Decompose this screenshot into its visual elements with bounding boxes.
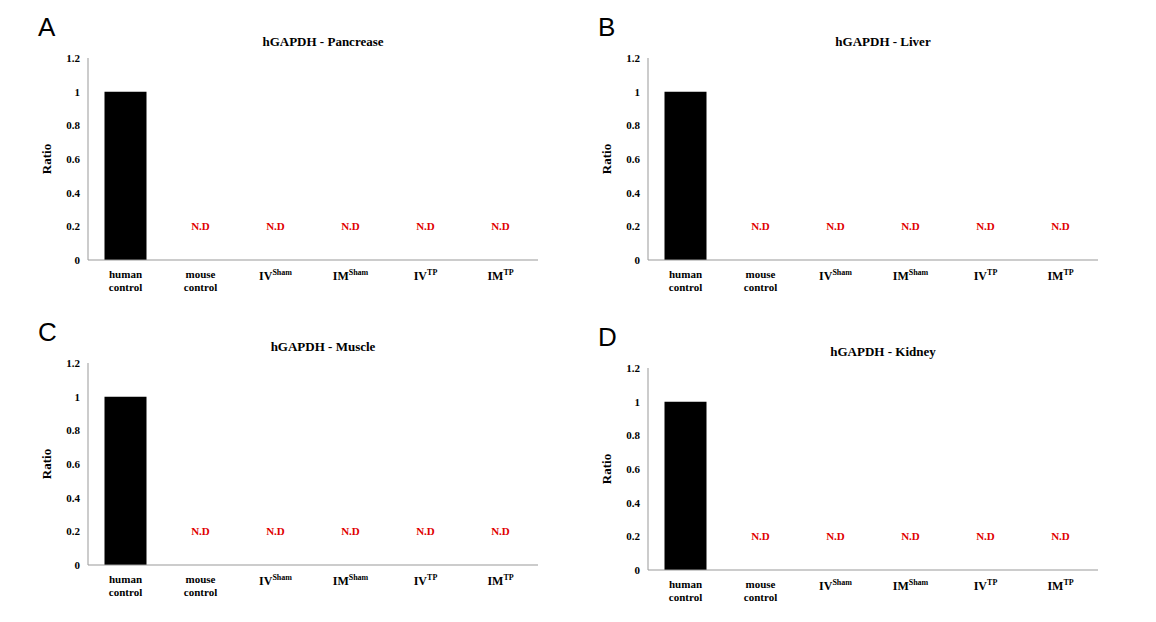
svg-text:Ratio: Ratio	[39, 449, 54, 479]
svg-text:mousecontrol: mousecontrol	[184, 268, 217, 293]
svg-text:N.D: N.D	[751, 530, 770, 542]
svg-text:0.6: 0.6	[66, 153, 80, 165]
svg-text:mousecontrol: mousecontrol	[184, 573, 217, 598]
svg-text:N.D: N.D	[901, 530, 920, 542]
svg-text:0.2: 0.2	[626, 530, 640, 542]
svg-text:0: 0	[635, 564, 641, 576]
svg-text:N.D: N.D	[1051, 220, 1070, 232]
svg-text:0.6: 0.6	[66, 458, 80, 470]
svg-text:humancontrol: humancontrol	[669, 268, 702, 293]
html-text:hGAPDH - Kidney: hGAPDH - Kidney	[830, 344, 936, 359]
svg-text:N.D: N.D	[976, 530, 995, 542]
svg-text:humancontrol: humancontrol	[669, 578, 702, 603]
html-text:hGAPDH - Liver: hGAPDH - Liver	[835, 34, 931, 49]
svg-text:1: 1	[75, 86, 81, 98]
svg-text:mousecontrol: mousecontrol	[744, 268, 777, 293]
svg-text:IMSham: IMSham	[893, 578, 929, 593]
svg-text:0.2: 0.2	[66, 220, 80, 232]
svg-text:IVSham: IVSham	[819, 578, 852, 593]
svg-text:IVSham: IVSham	[259, 573, 292, 588]
html-text:hGAPDH - Muscle: hGAPDH - Muscle	[270, 339, 376, 354]
svg-text:N.D: N.D	[976, 220, 995, 232]
svg-text:0: 0	[75, 559, 81, 571]
svg-text:N.D: N.D	[191, 525, 210, 537]
svg-text:IMSham: IMSham	[333, 573, 369, 588]
html-text:D: D	[598, 322, 617, 352]
svg-text:IVTP: IVTP	[414, 268, 438, 283]
svg-text:0.2: 0.2	[626, 220, 640, 232]
svg-text:IVTP: IVTP	[414, 573, 438, 588]
svg-text:0: 0	[635, 254, 641, 266]
html-text:A: A	[38, 12, 56, 42]
svg-text:N.D: N.D	[191, 220, 210, 232]
svg-text:IVTP: IVTP	[974, 268, 998, 283]
svg-text:1: 1	[635, 86, 641, 98]
svg-text:N.D: N.D	[751, 220, 770, 232]
svg-text:N.D: N.D	[491, 220, 510, 232]
svg-text:IVTP: IVTP	[974, 578, 998, 593]
svg-text:N.D: N.D	[416, 525, 435, 537]
svg-text:IVSham: IVSham	[819, 268, 852, 283]
svg-text:0.8: 0.8	[626, 429, 640, 441]
svg-text:0.8: 0.8	[626, 119, 640, 131]
svg-text:0.4: 0.4	[66, 187, 80, 199]
svg-text:N.D: N.D	[416, 220, 435, 232]
svg-text:1.2: 1.2	[626, 52, 640, 64]
svg-text:1.2: 1.2	[66, 52, 80, 64]
html-text:hGAPDH - Pancrease: hGAPDH - Pancrease	[262, 34, 384, 49]
svg-text:IMSham: IMSham	[333, 268, 369, 283]
svg-text:N.D: N.D	[266, 525, 285, 537]
html-text:C: C	[38, 317, 57, 347]
svg-text:Ratio: Ratio	[39, 144, 54, 174]
svg-text:0.2: 0.2	[66, 525, 80, 537]
svg-text:0: 0	[75, 254, 81, 266]
svg-text:1.2: 1.2	[66, 357, 80, 369]
svg-text:N.D: N.D	[266, 220, 285, 232]
svg-text:Ratio: Ratio	[599, 144, 614, 174]
svg-text:1: 1	[75, 391, 81, 403]
svg-text:IVSham: IVSham	[259, 268, 292, 283]
svg-text:humancontrol: humancontrol	[109, 573, 142, 598]
svg-text:N.D: N.D	[901, 220, 920, 232]
svg-text:N.D: N.D	[826, 530, 845, 542]
html-text:B: B	[598, 12, 616, 42]
svg-text:1: 1	[635, 396, 641, 408]
svg-text:N.D: N.D	[826, 220, 845, 232]
svg-text:IMTP: IMTP	[487, 268, 513, 283]
svg-text:humancontrol: humancontrol	[109, 268, 142, 293]
svg-text:IMSham: IMSham	[893, 268, 929, 283]
svg-text:IMTP: IMTP	[487, 573, 513, 588]
svg-text:0.4: 0.4	[66, 492, 80, 504]
svg-text:1.2: 1.2	[626, 362, 640, 374]
svg-text:N.D: N.D	[341, 525, 360, 537]
svg-text:IMTP: IMTP	[1047, 268, 1073, 283]
svg-text:0.4: 0.4	[626, 497, 640, 509]
svg-text:0.8: 0.8	[66, 119, 80, 131]
svg-text:Ratio: Ratio	[599, 454, 614, 484]
svg-text:N.D: N.D	[1051, 530, 1070, 542]
svg-text:N.D: N.D	[341, 220, 360, 232]
svg-text:0.6: 0.6	[626, 153, 640, 165]
svg-text:mousecontrol: mousecontrol	[744, 578, 777, 603]
svg-text:IMTP: IMTP	[1047, 578, 1073, 593]
svg-text:0.8: 0.8	[66, 424, 80, 436]
svg-text:N.D: N.D	[491, 525, 510, 537]
svg-text:0.6: 0.6	[626, 463, 640, 475]
svg-text:0.4: 0.4	[626, 187, 640, 199]
